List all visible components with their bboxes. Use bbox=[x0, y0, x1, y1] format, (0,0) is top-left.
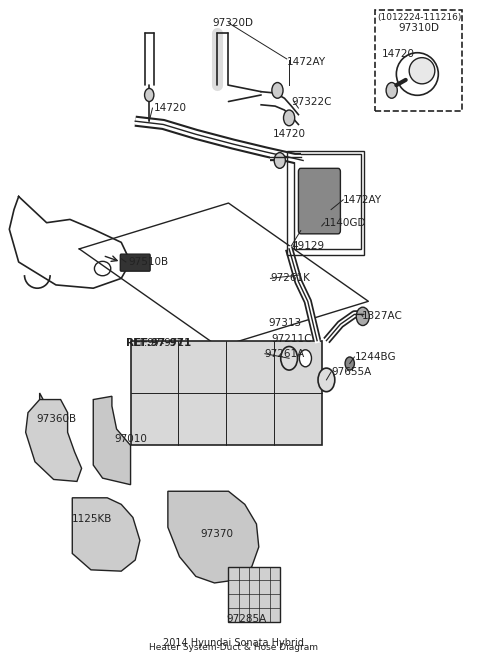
Text: 1140GD: 1140GD bbox=[324, 217, 367, 228]
Text: REF.97-971: REF.97-971 bbox=[126, 338, 184, 348]
Text: 97510B: 97510B bbox=[128, 257, 168, 267]
FancyBboxPatch shape bbox=[299, 168, 340, 234]
Text: 1244BG: 1244BG bbox=[354, 352, 396, 362]
Text: REF.97-971: REF.97-971 bbox=[126, 338, 191, 348]
Text: 97322C: 97322C bbox=[291, 96, 332, 107]
Text: 97360B: 97360B bbox=[36, 414, 76, 424]
Text: 97261A: 97261A bbox=[265, 348, 305, 359]
Bar bbox=[287, 151, 364, 255]
Polygon shape bbox=[72, 498, 140, 571]
Circle shape bbox=[284, 110, 295, 126]
Text: 97211C: 97211C bbox=[271, 334, 312, 345]
Text: (1012224-111216): (1012224-111216) bbox=[378, 13, 462, 22]
Circle shape bbox=[272, 83, 283, 98]
Circle shape bbox=[318, 368, 335, 392]
Text: 1472AY: 1472AY bbox=[287, 57, 326, 67]
Text: 1125KB: 1125KB bbox=[72, 514, 113, 524]
Text: 97320D: 97320D bbox=[213, 18, 253, 28]
Text: 2014 Hyundai Sonata Hybrid: 2014 Hyundai Sonata Hybrid bbox=[163, 638, 303, 648]
Circle shape bbox=[386, 83, 397, 98]
Text: 97655A: 97655A bbox=[331, 367, 372, 377]
Text: 97310D: 97310D bbox=[399, 23, 440, 33]
Circle shape bbox=[300, 350, 312, 367]
Circle shape bbox=[281, 346, 298, 370]
Text: 97313: 97313 bbox=[268, 318, 301, 328]
Text: 97285A: 97285A bbox=[226, 614, 266, 624]
Polygon shape bbox=[168, 491, 259, 583]
Text: Heater System-Duct & Hose Diagram: Heater System-Duct & Hose Diagram bbox=[149, 643, 318, 652]
Text: 97261K: 97261K bbox=[270, 273, 311, 284]
Text: 14720: 14720 bbox=[382, 48, 414, 59]
Circle shape bbox=[274, 153, 286, 168]
Text: 14720: 14720 bbox=[154, 103, 187, 113]
Text: 1327AC: 1327AC bbox=[361, 310, 402, 321]
Text: 1472AY: 1472AY bbox=[343, 195, 382, 205]
Text: 97370: 97370 bbox=[201, 529, 233, 539]
FancyBboxPatch shape bbox=[120, 254, 150, 271]
Polygon shape bbox=[25, 400, 82, 481]
FancyBboxPatch shape bbox=[131, 341, 322, 445]
Ellipse shape bbox=[409, 58, 435, 84]
Polygon shape bbox=[93, 396, 131, 485]
Text: 49129: 49129 bbox=[291, 240, 324, 251]
Text: 14720: 14720 bbox=[273, 129, 306, 140]
Text: 97010: 97010 bbox=[114, 434, 147, 444]
Bar bbox=[294, 154, 361, 249]
Bar bbox=[375, 10, 462, 111]
Circle shape bbox=[345, 357, 354, 370]
Polygon shape bbox=[40, 393, 68, 472]
Bar bbox=[228, 567, 280, 622]
Circle shape bbox=[356, 307, 369, 326]
Circle shape bbox=[144, 88, 154, 102]
